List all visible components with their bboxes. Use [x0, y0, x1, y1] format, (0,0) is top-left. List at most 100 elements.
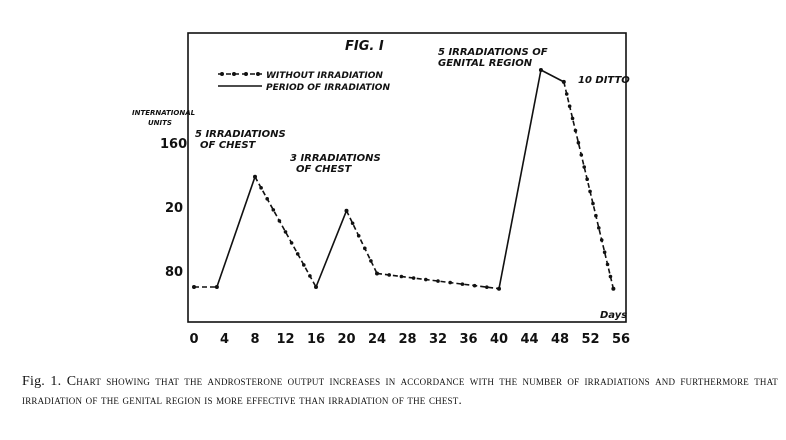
y-axis-label: INTERNATIONAL UNITS	[132, 109, 195, 127]
series-dot	[424, 277, 428, 282]
series-point	[214, 285, 219, 289]
series-point	[314, 285, 318, 289]
series-dot	[308, 274, 312, 278]
series-dot	[350, 221, 355, 226]
x-tick-label: 8	[250, 332, 259, 347]
x-tick-label: 44	[520, 332, 538, 347]
series-segment	[254, 176, 317, 288]
legend-label-without: WITHOUT IRRADIATION	[266, 71, 383, 81]
annotation-chest-5: 5 IRRADIATIONS OF CHEST	[195, 129, 286, 151]
series-dot	[472, 283, 477, 288]
series-segment	[563, 81, 615, 289]
series-dot	[289, 241, 294, 245]
series-point	[344, 208, 349, 213]
series-point	[561, 79, 566, 84]
series-dot	[277, 219, 282, 223]
series-dot	[283, 230, 288, 234]
series-point	[497, 286, 501, 291]
y-tick-label: 20	[165, 201, 183, 216]
series-dot	[259, 186, 263, 190]
series-dot	[591, 201, 595, 206]
legend: WITHOUT IRRADIATION PERIOD OF IRRADIATIO…	[218, 71, 390, 93]
y-tick-label: 80	[165, 265, 183, 280]
series-dot	[436, 279, 440, 283]
legend-label-period: PERIOD OF IRRADIATION	[266, 83, 390, 93]
series-segment	[315, 210, 348, 288]
series-segment	[216, 176, 256, 288]
x-tick-label: 40	[490, 332, 508, 347]
x-tick-label: 24	[368, 332, 386, 347]
y-axis-label-line1: INTERNATIONAL	[132, 109, 195, 117]
svg-text:5 IRRADIATIONS OF: 5 IRRADIATIONS OF	[438, 47, 548, 58]
series-dot	[588, 189, 592, 194]
series-dot	[599, 238, 604, 242]
series-dot	[564, 92, 569, 96]
x-tick-label: 12	[276, 332, 294, 347]
series-dot	[399, 274, 404, 279]
series-dot	[363, 246, 367, 251]
svg-text:OF CHEST: OF CHEST	[200, 140, 257, 151]
series-segment	[498, 69, 542, 289]
series-dot	[271, 208, 276, 212]
series-dot	[387, 273, 392, 277]
series-dot	[573, 128, 578, 133]
annotation-chest-3: 3 IRRADIATIONS OF CHEST	[290, 153, 381, 175]
series-dot	[605, 262, 610, 267]
svg-text:3 IRRADIATIONS: 3 IRRADIATIONS	[290, 153, 381, 164]
series-point	[192, 285, 196, 289]
series-point	[611, 286, 616, 291]
series-dot	[585, 177, 589, 181]
chart-title: FIG. I	[345, 39, 384, 54]
series-dot	[356, 234, 361, 238]
series-dot	[460, 282, 465, 286]
y-axis-label-line2: UNITS	[148, 119, 172, 127]
series-point	[538, 68, 543, 72]
series-dot	[582, 165, 587, 169]
x-tick-label: 52	[581, 332, 599, 347]
caption-lead: Fig. 1. C	[22, 374, 77, 389]
series-dot	[594, 213, 598, 218]
x-tick-label: 32	[429, 332, 447, 347]
series-dot	[576, 140, 581, 145]
annotation-ditto-10: 10 DITTO	[578, 75, 630, 86]
series-dot	[448, 280, 453, 285]
x-tick-label: 20	[337, 332, 355, 347]
x-tick-label: 4	[220, 332, 229, 347]
series-segment	[540, 69, 565, 83]
annotation-genital-5: 5 IRRADIATIONS OF GENITAL REGION	[438, 47, 548, 69]
caption-text: hart showing that the androsterone outpu…	[22, 373, 778, 407]
x-tick-label: 16	[307, 332, 325, 347]
series-dot	[570, 116, 575, 121]
series-dot	[567, 104, 572, 108]
series-dot	[579, 153, 584, 157]
series-dot	[602, 250, 607, 254]
series-dot	[411, 276, 416, 280]
series-dot	[485, 285, 489, 289]
series-dot	[295, 252, 300, 256]
svg-text:GENITAL REGION: GENITAL REGION	[438, 58, 533, 69]
plot-frame	[187, 32, 627, 323]
x-axis-ticks: 0 4 8 12 16 20 24 28 32 36 40 44 48 52 56	[189, 332, 630, 347]
series-dot	[596, 226, 601, 230]
x-tick-label: 36	[459, 332, 477, 347]
series-dot	[302, 263, 306, 267]
x-tick-label: 28	[398, 332, 416, 347]
svg-text:5 IRRADIATIONS: 5 IRRADIATIONS	[195, 129, 286, 140]
y-tick-label: 160	[160, 137, 187, 152]
series-dot	[265, 197, 270, 201]
figure-caption: Fig. 1. Chart showing that the androster…	[22, 372, 778, 409]
series-segment	[376, 272, 500, 290]
series-dot	[369, 259, 373, 263]
svg-text:OF CHEST: OF CHEST	[296, 164, 353, 175]
x-tick-label: 0	[189, 332, 198, 347]
series-point	[375, 271, 379, 276]
x-axis-label: Days	[600, 310, 627, 321]
svg-text:10 DITTO: 10 DITTO	[578, 75, 630, 86]
series-point	[253, 174, 257, 179]
series	[192, 68, 616, 291]
series-dot	[608, 274, 613, 279]
series-segment	[345, 210, 378, 274]
x-tick-label: 56	[612, 332, 630, 347]
x-tick-label: 48	[551, 332, 569, 347]
